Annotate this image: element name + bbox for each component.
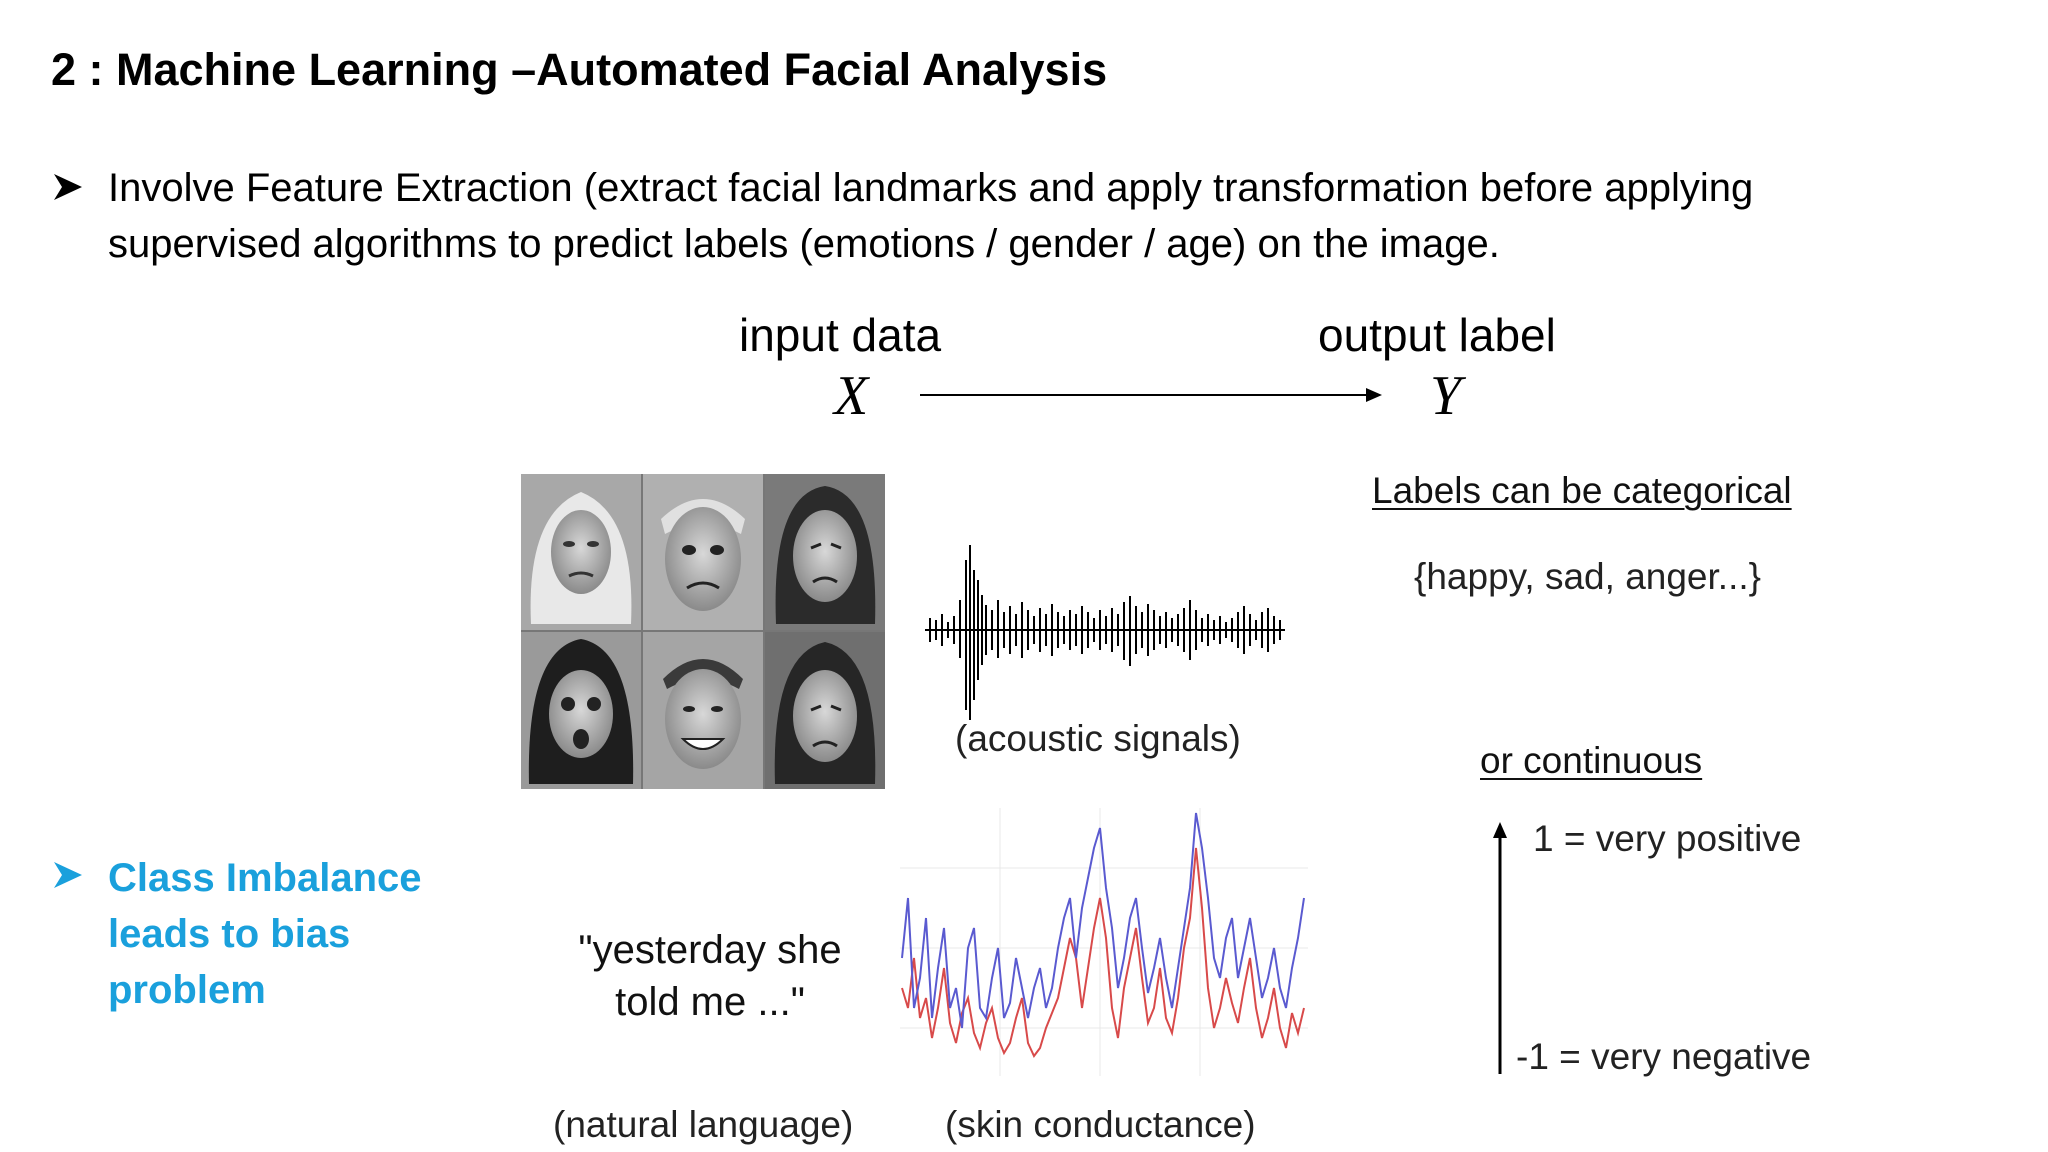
arrow-right-icon (920, 388, 1382, 402)
acoustic-waveform-icon (925, 545, 1285, 720)
scale-arrow-up-icon (1493, 822, 1507, 1074)
output-var-y: Y (1430, 365, 1462, 427)
bullet-feature-extraction: Involve Feature Extraction (extract faci… (108, 160, 1968, 272)
callout-line-1: Class Imbalance (108, 856, 422, 900)
class-imbalance-callout: Class Imbalance leads to bias problem (108, 850, 468, 1018)
bullet-line-2: supervised algorithms to predict labels … (108, 222, 1500, 266)
bullet-line-1: Involve Feature Extraction (extract faci… (108, 166, 1754, 210)
quote-line-2: told me ..." (615, 980, 805, 1024)
output-label-heading: output label (1318, 309, 1556, 361)
input-var-x: X (834, 365, 869, 427)
categorical-heading: Labels can be categorical (1372, 470, 1792, 511)
skin-conductance-label: (skin conductance) (945, 1104, 1256, 1145)
slide-title: 2 : Machine Learning –Automated Facial A… (51, 44, 1108, 95)
face-photo-grid (521, 474, 885, 789)
faces-image (521, 474, 885, 789)
acoustic-signals-label: (acoustic signals) (955, 718, 1241, 759)
continuous-heading: or continuous (1480, 740, 1703, 781)
scale-bottom-label: -1 = very negative (1516, 1036, 1812, 1077)
arrow-bullet-icon-blue (54, 862, 82, 888)
categorical-set: {happy, sad, anger...} (1414, 556, 1761, 597)
skin-conductance-plot (900, 808, 1308, 1076)
arrow-bullet-icon (54, 174, 82, 200)
natural-language-label: (natural language) (553, 1104, 854, 1145)
callout-line-3: problem (108, 968, 266, 1012)
skin-series-blue (901, 812, 1305, 1029)
scale-top-label: 1 = very positive (1533, 818, 1802, 859)
callout-line-2: leads to bias (108, 912, 351, 956)
quote-line-1: "yesterday she (578, 928, 842, 972)
natural-language-quote: "yesterday she told me ..." (540, 924, 880, 1028)
input-data-label: input data (739, 309, 942, 361)
skin-series-red (901, 847, 1305, 1058)
